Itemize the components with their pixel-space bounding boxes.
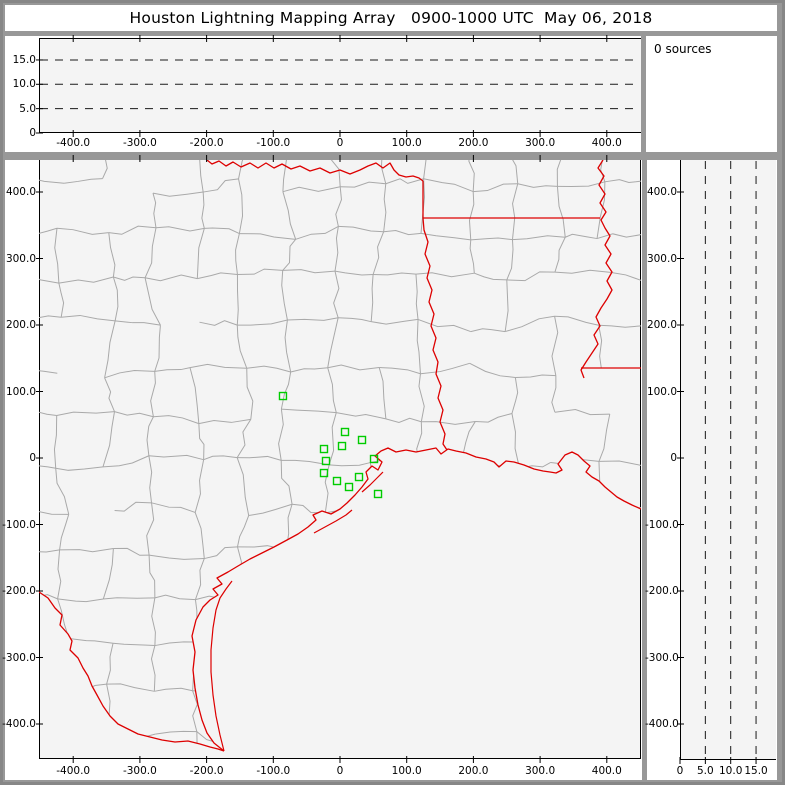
map-xtick-label: -200.0 [189,765,224,777]
map-ytick-label: 300.0 [5,252,36,265]
alt-ns-ytick-label: 200.0 [646,319,677,331]
altitude-ns-plot-area[interactable] [680,160,776,760]
alt-ew-ytick-label: 10.0 [12,78,36,91]
map-xtick-label: 300.0 [525,765,556,777]
alt-ew-xtick-label: -200.0 [189,137,224,149]
alt-ew-xtick-label: 200.0 [458,137,489,149]
lma-station-marker [319,468,329,478]
map-ytick-label: -100.0 [2,518,36,531]
lma-station-marker [337,441,347,451]
lma-station-marker [332,476,342,486]
alt-ns-xtick-label: 0 [676,765,684,777]
lma-station-marker [369,454,379,464]
alt-ns-ytick-label: 0 [670,452,677,464]
lma-station-marker [373,489,383,499]
map-xtick-label: 0 [336,765,344,777]
map-ytick-label: 200.0 [5,319,36,331]
alt-ew-ytick-label: 15.0 [12,53,36,66]
alt-ns-ytick-label: 300.0 [646,252,677,265]
alt-ew-ytick-label: 5.0 [19,102,36,115]
map-ytick-label: -200.0 [2,585,36,597]
altitude-ew-plot-area[interactable] [39,38,641,133]
map-ytick-label: 100.0 [5,385,36,398]
alt-ew-xtick-label: -400.0 [56,137,91,149]
lma-station-marker [354,472,364,482]
alt-ns-xtick-label: 5.0 [696,765,714,777]
lma-station-marker [319,444,329,454]
alt-ns-ytick-label: -100.0 [645,518,679,531]
title-bar: Houston Lightning Mapping Array 0900-100… [5,5,777,31]
alt-ns-ytick-label: -200.0 [645,585,679,597]
alt-ns-xtick-label: 15.0 [744,765,768,777]
map-xtick-label: -300.0 [122,765,157,777]
map-ytick-label: 400.0 [5,186,36,198]
alt-ns-ytick-label: 400.0 [646,186,677,198]
map-ytick-label: -400.0 [2,718,36,730]
lma-station-marker [340,427,350,437]
sources-count-label: 0 sources [654,42,712,56]
map-xtick-label: 400.0 [591,765,622,777]
alt-ew-xtick-label: 400.0 [591,137,622,149]
alt-ew-xtick-label: -300.0 [122,137,157,149]
alt-ew-xtick-label: 100.0 [391,137,422,149]
alt-ew-ytick-label: 0 [29,127,36,139]
window-title: Houston Lightning Mapping Array 0900-100… [129,9,653,27]
alt-ns-xtick-label: 10.0 [718,765,743,777]
map-ytick-label: -300.0 [2,651,36,664]
map-xtick-label: 200.0 [458,765,489,777]
texas-county-map [39,160,641,752]
alt-ns-ytick-label: 100.0 [646,385,677,398]
alt-ew-xtick-label: 0 [336,137,344,149]
map-xtick-label: 100.0 [391,765,422,777]
lma-station-marker [344,482,354,492]
map-xtick-label: -400.0 [56,765,91,777]
map-ytick-label: 0 [29,452,36,464]
map-xtick-label: -100.0 [256,765,291,777]
lma-station-marker [278,391,288,401]
lma-station-marker [321,456,331,466]
alt-ns-ytick-label: -400.0 [645,718,679,730]
lma-station-marker [357,435,367,445]
alt-ew-xtick-label: 300.0 [525,137,556,149]
alt-ns-ytick-label: -300.0 [645,651,679,664]
sources-count-panel: 0 sources [646,36,777,152]
alt-ew-xtick-label: -100.0 [256,137,291,149]
county-boundaries [39,160,641,751]
